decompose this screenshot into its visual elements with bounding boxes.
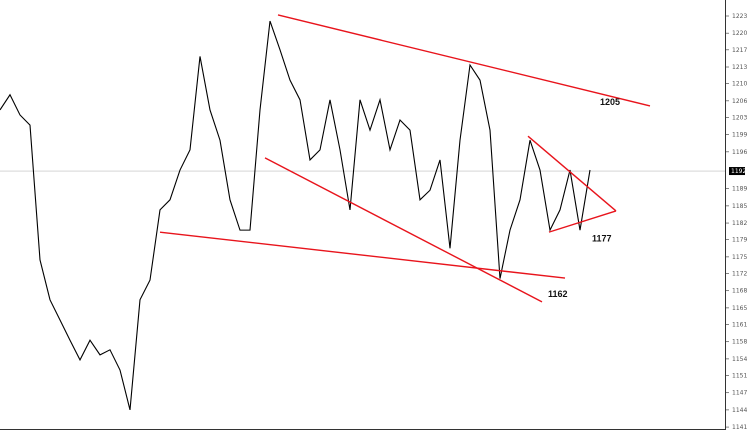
trendline xyxy=(548,210,617,233)
price-annotation: 1177 xyxy=(592,234,612,244)
y-tick-label: 1223 xyxy=(732,13,747,20)
y-tick-label: 1172 xyxy=(732,271,747,278)
y-tick-label: 1199 xyxy=(732,132,747,139)
y-tick-label: 1147 xyxy=(732,390,747,397)
y-tick-label: 1206 xyxy=(732,98,747,105)
y-tick-label: 1185 xyxy=(732,203,747,210)
trendline xyxy=(277,14,651,107)
price-series xyxy=(0,20,591,411)
y-tick-label: 1182 xyxy=(732,220,747,227)
y-tick-label: 1141 xyxy=(732,424,747,430)
current-price-label: 1192 xyxy=(731,168,746,175)
y-tick-label: 1213 xyxy=(732,64,747,71)
y-tick-label: 1161 xyxy=(732,322,747,329)
y-tick-label: 1144 xyxy=(732,407,747,414)
y-tick-label: 1217 xyxy=(732,47,747,54)
y-tick-label: 1196 xyxy=(732,149,747,156)
trendline xyxy=(159,231,566,279)
y-tick-label: 1154 xyxy=(732,356,747,363)
y-tick-label: 1203 xyxy=(732,115,747,122)
y-tick-label: 1158 xyxy=(732,339,747,346)
trendline xyxy=(527,135,617,212)
y-tick-label: 1179 xyxy=(732,237,747,244)
y-tick-label: 1210 xyxy=(732,81,747,88)
y-tick-label: 1175 xyxy=(732,254,747,261)
y-tick-label: 1165 xyxy=(732,305,747,312)
current-price-badge xyxy=(729,167,745,176)
y-tick-label: 1168 xyxy=(732,288,747,295)
trendline xyxy=(264,157,543,303)
y-tick-label: 1220 xyxy=(732,30,747,37)
y-tick-label: 1151 xyxy=(732,373,747,380)
y-tick-label: 1189 xyxy=(732,186,747,193)
price-annotation: 1162 xyxy=(548,289,568,299)
price-annotation: 1205 xyxy=(600,97,620,107)
